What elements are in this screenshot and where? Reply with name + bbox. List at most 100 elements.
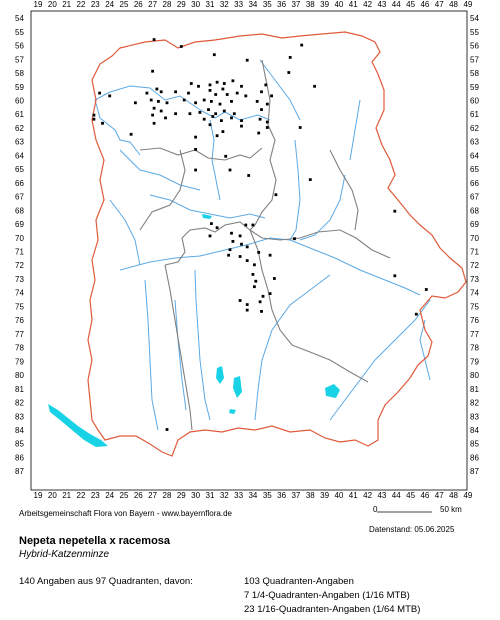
y-tick-label-right: 68	[470, 206, 479, 215]
y-tick-label-right: 72	[470, 261, 479, 270]
occurrence-point	[215, 80, 219, 84]
occurrence-point	[165, 428, 169, 431]
x-tick-label-bottom: 39	[320, 491, 329, 500]
x-tick-label-top: 38	[306, 0, 315, 9]
y-tick-label-left: 75	[15, 302, 24, 311]
occurrence-point	[228, 168, 232, 172]
x-tick-label-top: 23	[91, 0, 100, 9]
river-inn	[329, 299, 431, 421]
occurrence-point	[108, 94, 112, 98]
occurrence-point	[220, 119, 223, 122]
y-tick-label-left: 80	[15, 371, 24, 380]
y-tick-label-right: 64	[470, 151, 479, 160]
occurrence-point	[245, 58, 249, 62]
x-tick-label-bottom: 35	[263, 491, 272, 500]
x-tick-label-top: 35	[263, 0, 272, 9]
river-regen	[299, 174, 346, 241]
occurrence-point	[225, 93, 229, 96]
y-tick-label-right: 84	[470, 426, 479, 435]
y-tick-label-right: 67	[470, 193, 479, 202]
y-tick-label-right: 77	[470, 330, 479, 339]
x-tick-label-top: 26	[134, 0, 143, 9]
occurrence-point	[202, 117, 206, 121]
x-tick-label-bottom: 24	[105, 491, 114, 500]
y-tick-label-left: 70	[15, 234, 24, 243]
x-tick-label-top: 44	[392, 0, 401, 9]
y-tick-label-left: 63	[15, 138, 24, 147]
x-tick-label-bottom: 21	[62, 491, 71, 500]
y-tick-label-left: 77	[15, 330, 24, 339]
x-tick-label-bottom: 45	[406, 491, 415, 500]
y-tick-label-left: 68	[15, 206, 24, 215]
y-tick-label-left: 61	[15, 110, 24, 119]
occurrence-point	[255, 100, 259, 103]
occurrence-point	[240, 242, 243, 246]
occurrence-point	[194, 101, 197, 105]
occurrence-point	[257, 251, 261, 254]
x-tick-label-bottom: 41	[349, 491, 358, 500]
occurrence-point	[174, 90, 177, 94]
lake-small-2	[229, 409, 236, 414]
stats-line-3: 23 1/16-Quadranten-Angaben (1/64 MTB)	[244, 604, 421, 615]
y-tick-label-left: 60	[15, 96, 24, 105]
occurrence-point	[92, 113, 96, 117]
occurrence-point	[145, 91, 149, 95]
x-tick-label-bottom: 23	[91, 491, 100, 500]
y-tick-label-right: 62	[470, 124, 479, 133]
occurrence-point	[424, 288, 428, 291]
x-tick-label-bottom: 44	[392, 491, 401, 500]
occurrence-point	[393, 209, 397, 213]
x-tick-label-top: 45	[406, 0, 415, 9]
occurrence-point	[254, 279, 258, 283]
occurrence-points	[92, 38, 428, 431]
occurrence-point	[240, 119, 243, 122]
x-tick-label-top: 49	[463, 0, 472, 9]
x-tick-label-top: 30	[191, 0, 200, 9]
occurrence-point	[221, 130, 225, 133]
rivers	[94, 59, 431, 431]
y-tick-label-right: 78	[470, 344, 479, 353]
y-tick-label-right: 75	[470, 302, 479, 311]
x-tick-label-bottom: 29	[177, 491, 186, 500]
river-misc-4	[109, 199, 141, 266]
occurrence-point	[194, 168, 197, 172]
y-tick-label-left: 71	[15, 248, 24, 257]
x-tick-label-bottom: 46	[420, 491, 429, 500]
occurrence-point	[268, 253, 272, 257]
credit-text: Arbeitsgemeinschaft Flora von Bayern - w…	[19, 509, 232, 518]
x-tick-label-bottom: 49	[463, 491, 472, 500]
lakes	[48, 214, 340, 447]
y-tick-label-right: 82	[470, 399, 479, 408]
x-tick-label-top: 21	[62, 0, 71, 9]
river-misc-1	[119, 149, 201, 191]
x-tick-label-bottom: 42	[363, 491, 372, 500]
occurrence-point	[240, 124, 243, 128]
occurrence-point	[149, 98, 153, 102]
stats-line-2: 7 1/4-Quadranten-Angaben (1/16 MTB)	[244, 590, 410, 601]
y-tick-label-right: 65	[470, 165, 479, 174]
y-tick-label-left: 85	[15, 440, 24, 449]
river-naab	[289, 139, 301, 241]
river-regnitz	[209, 119, 221, 201]
occurrence-point	[159, 109, 163, 113]
occurrence-point	[224, 154, 228, 158]
occurrence-point	[264, 83, 268, 87]
occurrence-point	[208, 123, 212, 127]
occurrence-point	[164, 116, 167, 120]
occurrence-point	[208, 89, 212, 92]
y-tick-label-right: 60	[470, 96, 479, 105]
occurrence-point	[182, 98, 186, 102]
y-tick-label-right: 74	[470, 289, 479, 298]
occurrence-point	[244, 94, 248, 98]
river-isar	[254, 274, 331, 421]
y-tick-label-right: 79	[470, 357, 479, 366]
y-tick-label-left: 57	[15, 55, 24, 64]
occurrence-point	[258, 300, 262, 304]
occurrence-point	[221, 87, 225, 91]
x-tick-label-top: 32	[220, 0, 229, 9]
y-tick-label-right: 55	[470, 28, 479, 37]
occurrence-point	[274, 193, 278, 197]
scale-end-label: 50 km	[440, 505, 462, 514]
x-tick-label-bottom: 25	[120, 491, 129, 500]
occurrence-point	[187, 91, 190, 95]
